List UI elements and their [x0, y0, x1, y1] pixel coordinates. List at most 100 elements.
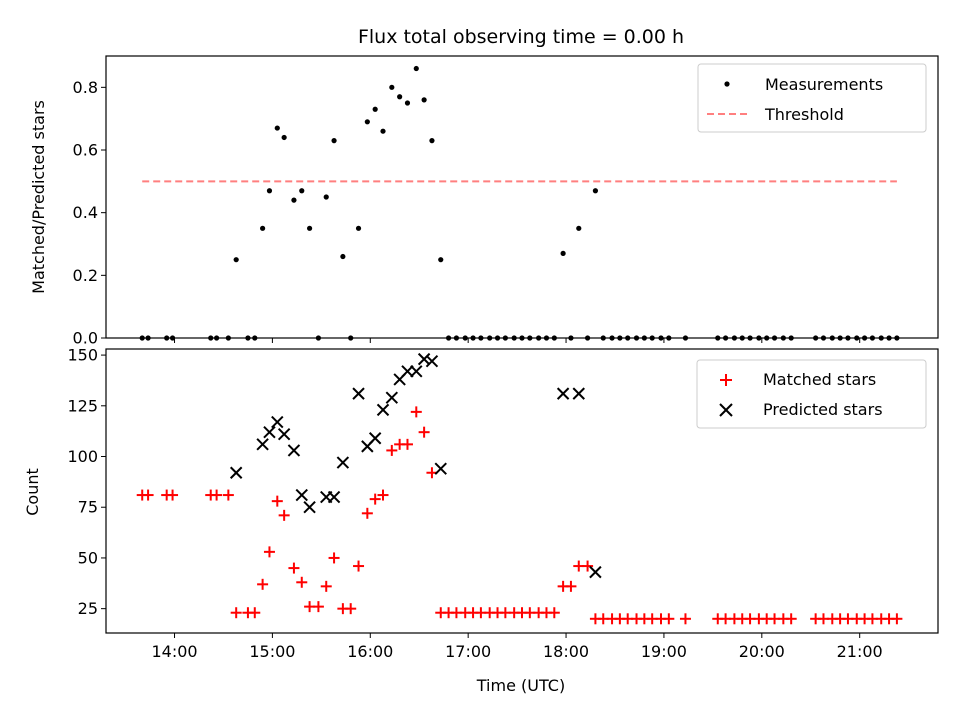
matched-star-point — [386, 444, 398, 456]
measurement-point — [372, 106, 378, 112]
predicted-star-point — [327, 490, 341, 504]
measurement-point — [438, 257, 444, 263]
matched-star-point — [361, 507, 373, 519]
predicted-star-point — [556, 387, 570, 400]
measurement-point — [340, 253, 346, 260]
matched-star-point — [377, 489, 389, 501]
matched-star-point — [353, 560, 365, 572]
top-y-tick-label: 0.4 — [73, 203, 98, 222]
matched-star-point — [582, 560, 594, 572]
measurement-point — [281, 134, 287, 141]
legend-threshold-label: Threshold — [764, 105, 844, 124]
matched-star-point — [548, 607, 560, 619]
predicted-star-point — [229, 466, 243, 479]
bottom-legend: Matched stars Predicted stars — [696, 359, 927, 429]
bottom-axes-frame — [105, 348, 939, 634]
bottom-y-tick-label: 125 — [67, 396, 98, 415]
top-legend-frame — [697, 63, 927, 133]
measurement-point — [306, 225, 313, 231]
measurement-point — [274, 125, 280, 131]
matched-star-point — [230, 607, 242, 619]
top-y-tick-label: 0.2 — [73, 266, 98, 285]
predicted-star-point — [589, 565, 602, 579]
predicted-star-point — [434, 462, 447, 475]
legend-predicted-label: Predicted stars — [763, 400, 883, 419]
bottom-y-tick-label: 50 — [78, 548, 98, 567]
predicted-star-point — [277, 427, 291, 441]
matched-star-point — [891, 613, 903, 625]
measurement-point — [404, 100, 411, 106]
matched-star-point — [167, 489, 179, 501]
matched-star-point — [369, 493, 381, 505]
bottom-x-axis-label: Time (UTC) — [476, 676, 565, 695]
matched-star-point — [257, 578, 269, 590]
bottom-x-tick-label: 20:00 — [739, 642, 785, 661]
measurement-point — [389, 84, 395, 90]
top-y-tick-label: 0.8 — [73, 78, 98, 97]
predicted-star-point — [263, 425, 276, 439]
predicted-star-point — [303, 501, 316, 514]
measurement-point — [592, 188, 599, 194]
measurement-point — [397, 94, 403, 100]
predicted-star-point — [336, 456, 350, 469]
matched-star-point — [785, 613, 797, 625]
predicted-star-point — [376, 403, 390, 417]
predicted-star-point — [417, 352, 431, 366]
measurement-point — [291, 197, 297, 203]
measurement-point — [260, 225, 266, 231]
bottom-y-axis-label: Count — [23, 468, 42, 516]
matched-star-point — [328, 552, 340, 564]
bottom-panel: 25 50 75 100 125 150 14:00 15:00 16:00 17:00 18:00… — [67, 346, 939, 661]
bottom-x-tick-label: 19:00 — [641, 642, 687, 661]
top-axes-frame — [105, 55, 939, 339]
matched-star-point — [401, 438, 413, 450]
predicted-star-point — [352, 387, 365, 400]
legend-predicted-marker — [719, 403, 733, 417]
measurement-point — [331, 138, 337, 144]
bottom-y-tick-label: 75 — [78, 498, 98, 517]
measurement-point — [299, 188, 305, 194]
measurement-point — [364, 119, 370, 125]
bottom-x-tick-label: 16:00 — [347, 642, 393, 661]
top-panel: 0.0 0.2 0.4 0.6 0.8 — [73, 55, 939, 348]
bottom-y-tick-label: 25 — [78, 599, 98, 618]
matched-star-point — [278, 509, 290, 521]
legend-measurements-label: Measurements — [765, 75, 883, 94]
matched-star-point — [312, 601, 324, 613]
measurement-point — [429, 138, 435, 144]
predicted-star-point — [295, 488, 308, 502]
measurement-point — [266, 188, 273, 194]
matched-star-point — [663, 613, 675, 625]
bottom-x-tick-label: 15:00 — [249, 642, 295, 661]
predicted-star-point — [271, 415, 284, 429]
matched-star-point — [296, 576, 308, 588]
top-y-tick-label: 0.6 — [73, 141, 98, 160]
measurement-point — [233, 257, 239, 263]
matched-star-point — [565, 580, 577, 592]
top-chart-title: Flux total observing time = 0.00 h — [358, 26, 684, 48]
bottom-y-tick-label: 150 — [67, 346, 98, 365]
bottom-x-tick-label: 14:00 — [151, 642, 197, 661]
legend-matched-marker — [720, 374, 732, 386]
matched-star-point — [345, 603, 357, 615]
matched-star-point — [679, 613, 691, 625]
bottom-x-tick-label: 18:00 — [543, 642, 589, 661]
bottom-legend-frame — [696, 359, 927, 429]
matched-star-point — [418, 426, 430, 438]
predicted-star-point — [410, 365, 423, 378]
predicted-star-point — [425, 354, 439, 368]
measurement-point — [380, 128, 386, 134]
bottom-x-tick-label: 21:00 — [837, 642, 883, 661]
matched-star-point — [263, 546, 275, 558]
matched-star-point — [211, 489, 223, 501]
measurement-point — [413, 65, 419, 72]
matched-star-point — [320, 580, 332, 592]
predicted-star-point — [401, 365, 414, 378]
measurement-point — [355, 225, 362, 231]
top-legend: Measurements Threshold — [697, 63, 927, 133]
top-y-axis-label: Matched/Predicted stars — [29, 100, 48, 294]
matched-star-point — [271, 495, 283, 507]
matched-star-point — [249, 607, 261, 619]
matched-star-point — [410, 406, 422, 418]
